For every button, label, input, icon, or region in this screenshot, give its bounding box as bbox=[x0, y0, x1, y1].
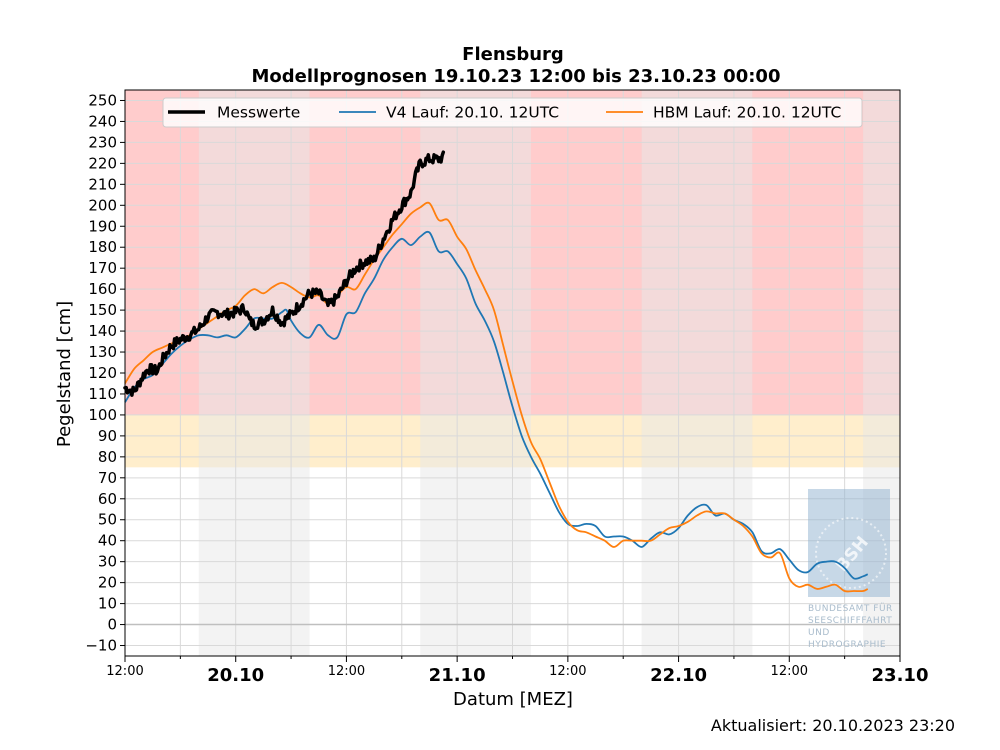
bsh-logo-line-2: SEESCHIFFFAHRT bbox=[808, 616, 892, 626]
y-tick-label-90: 90 bbox=[98, 427, 117, 445]
y-tick-label-110: 110 bbox=[88, 385, 117, 403]
y-tick-label-190: 190 bbox=[88, 217, 117, 235]
y-tick-label-100: 100 bbox=[88, 406, 117, 424]
x-tick-label-72: 12:00 bbox=[771, 664, 808, 679]
y-tick-label-50: 50 bbox=[98, 511, 117, 529]
y-tick-label-250: 250 bbox=[88, 91, 117, 109]
x-axis-ticks: 12:00 20.10 12:00 21.10 12:00 22.10 12:00 23.10 bbox=[106, 656, 928, 686]
y-tick-label-240: 240 bbox=[88, 112, 117, 130]
y-tick-label-120: 120 bbox=[88, 364, 117, 382]
y-tick-label-180: 180 bbox=[88, 238, 117, 256]
y-tick-label-170: 170 bbox=[88, 259, 117, 277]
y-axis-label: Pegelstand [cm] bbox=[54, 301, 75, 447]
x-tick-label-24: 12:00 bbox=[328, 664, 365, 679]
x-tick-label-36: 21.10 bbox=[429, 665, 486, 686]
bsh-logo-ring bbox=[815, 517, 887, 589]
y-tick-label-30: 30 bbox=[98, 553, 117, 571]
legend-label-2: HBM Lauf: 20.10. 12UTC bbox=[653, 104, 841, 122]
y-tick-label-20: 20 bbox=[98, 574, 117, 592]
x-tick-label-60: 22.10 bbox=[650, 665, 707, 686]
y-axis-ticks: −10 0 10 20 30 40 50 60 70 80 90 100 110 120 130 140 150… bbox=[85, 91, 125, 655]
x-tick-label-84: 23.10 bbox=[872, 665, 929, 686]
y-tick-label-150: 150 bbox=[88, 301, 117, 319]
y-tick-label-40: 40 bbox=[98, 532, 117, 550]
bsh-logo-line-4: HYDROGRAPHIE bbox=[808, 640, 886, 650]
chart-subtitle: Modellprognosen 19.10.23 12:00 bis 23.10… bbox=[252, 66, 781, 87]
y-tick-label-200: 200 bbox=[88, 196, 117, 214]
y-tick-label--10: −10 bbox=[85, 637, 117, 655]
legend: Messwerte V4 Lauf: 20.10. 12UTC HBM Lauf: … bbox=[162, 97, 863, 128]
y-tick-label-70: 70 bbox=[98, 469, 117, 487]
data-series bbox=[123, 150, 869, 593]
bsh-logo-line-3: UND bbox=[808, 628, 830, 638]
series-line-hbm bbox=[124, 201, 869, 593]
x-tick-label-48: 12:00 bbox=[549, 664, 586, 679]
y-tick-label-210: 210 bbox=[88, 175, 117, 193]
y-tick-label-80: 80 bbox=[98, 448, 117, 466]
bsh-logo-line-1: BUNDESAMT FÜR bbox=[808, 603, 893, 614]
updated-timestamp: Aktualisiert: 20.10.2023 23:20 bbox=[711, 716, 955, 735]
bsh-logo-plate bbox=[808, 489, 890, 597]
y-tick-label-0: 0 bbox=[107, 616, 117, 634]
y-tick-label-10: 10 bbox=[98, 595, 117, 613]
x-tick-label-12: 20.10 bbox=[207, 665, 264, 686]
y-tick-label-140: 140 bbox=[88, 322, 117, 340]
y-tick-label-60: 60 bbox=[98, 490, 117, 508]
x-axis-label: Datum [MEZ] bbox=[453, 689, 573, 710]
bsh-logo: BSH BUNDESAMT FÜR SEESCHIFFFAHRT UND HYD… bbox=[808, 489, 893, 650]
series-line-messwerte bbox=[123, 150, 446, 397]
y-tick-label-130: 130 bbox=[88, 343, 117, 361]
y-tick-label-230: 230 bbox=[88, 133, 117, 151]
chart-title: Flensburg bbox=[462, 44, 564, 65]
x-tick-label-0: 12:00 bbox=[106, 664, 143, 679]
legend-box bbox=[162, 97, 863, 128]
y-tick-label-160: 160 bbox=[88, 280, 117, 298]
y-tick-label-220: 220 bbox=[88, 154, 117, 172]
legend-label-0: Messwerte bbox=[217, 104, 300, 122]
legend-label-1: V4 Lauf: 20.10. 12UTC bbox=[386, 104, 559, 122]
